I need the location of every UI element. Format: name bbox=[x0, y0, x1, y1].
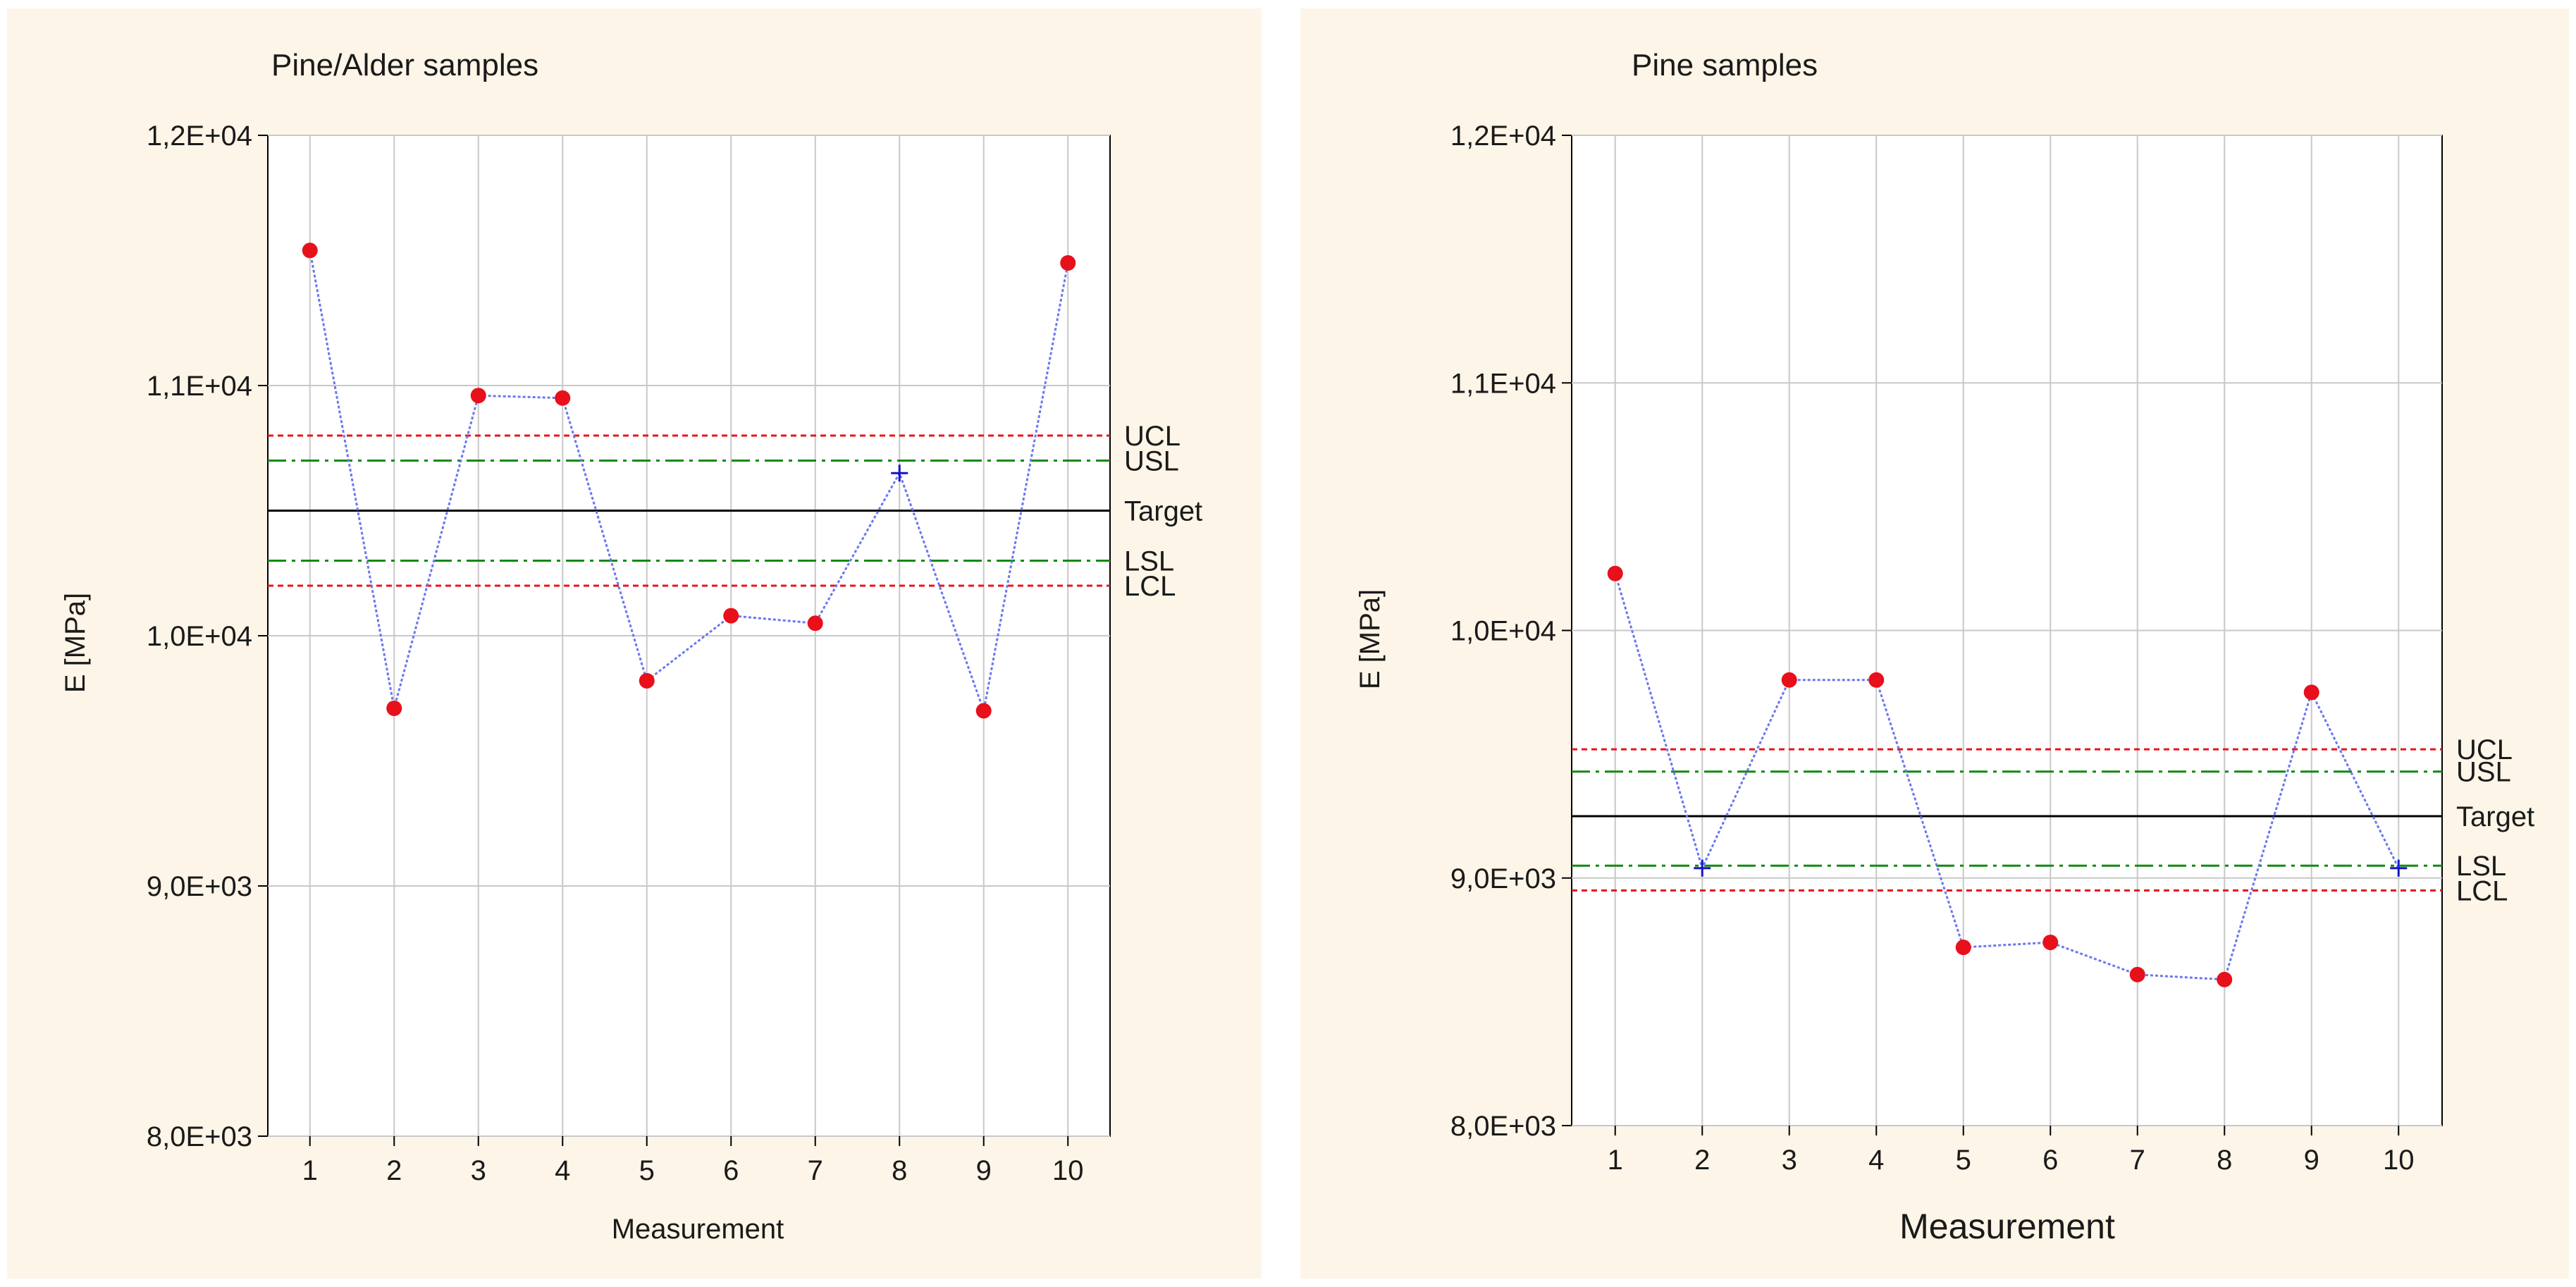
x-tick-label: 6 bbox=[723, 1155, 739, 1186]
x-tick-label: 8 bbox=[892, 1155, 907, 1186]
data-point bbox=[2129, 966, 2145, 983]
y-tick-label: 8,0E+03 bbox=[147, 1121, 252, 1152]
data-point-plus bbox=[891, 464, 908, 482]
x-tick-label: 10 bbox=[1052, 1155, 1084, 1186]
chart-panel-pine-alder: Pine/Alder samples Measurement E [MPa] U… bbox=[7, 8, 1262, 1279]
chart-title: Pine/Alder samples bbox=[271, 48, 538, 82]
x-axis-label: Measurement bbox=[612, 1214, 784, 1245]
data-point bbox=[2217, 971, 2233, 987]
x-tick-label: 5 bbox=[1956, 1145, 1971, 1176]
y-tick-label: 1,2E+04 bbox=[1450, 121, 1556, 152]
chart-panel-pine: Pine samples Measurement E [MPa] UCL USL T… bbox=[1300, 8, 2569, 1279]
data-point bbox=[1781, 672, 1797, 688]
data-point bbox=[1607, 565, 1623, 581]
reference-label-usl: USL bbox=[1124, 446, 1179, 477]
data-point bbox=[1955, 940, 1971, 956]
x-tick-label: 8 bbox=[2217, 1145, 2232, 1176]
chart-pine-alder: Pine/Alder samples Measurement E [MPa] U… bbox=[60, 48, 1202, 1245]
x-tick-label: 4 bbox=[1868, 1145, 1884, 1176]
data-point bbox=[2042, 935, 2059, 951]
x-tick-label: 2 bbox=[1694, 1145, 1710, 1176]
reference-label-lcl: LCL bbox=[1124, 571, 1176, 602]
reference-label-usl: USL bbox=[2456, 757, 2511, 788]
reference-label-lsl: LSL bbox=[2456, 851, 2506, 882]
data-point bbox=[1868, 672, 1885, 688]
x-tick-label: 1 bbox=[302, 1155, 318, 1186]
x-tick-label: 9 bbox=[2304, 1145, 2319, 1176]
data-point-plus bbox=[1694, 859, 1711, 877]
x-tick-label: 5 bbox=[639, 1155, 655, 1186]
y-tick-label: 9,0E+03 bbox=[1450, 863, 1556, 894]
x-tick-label: 10 bbox=[2383, 1145, 2415, 1176]
y-tick-label: 1,1E+04 bbox=[1450, 368, 1556, 399]
data-point bbox=[639, 672, 655, 689]
y-tick-label: 1,0E+04 bbox=[1450, 616, 1556, 647]
data-point-plus bbox=[2390, 859, 2408, 877]
data-point bbox=[386, 700, 402, 716]
x-tick-label: 3 bbox=[471, 1155, 486, 1186]
y-tick-label: 1,0E+04 bbox=[147, 621, 252, 652]
data-point bbox=[470, 388, 486, 404]
data-point bbox=[302, 242, 318, 259]
y-axis-label: E [MPa] bbox=[60, 593, 91, 693]
data-point bbox=[975, 703, 992, 719]
y-tick-label: 1,1E+04 bbox=[147, 371, 252, 402]
reference-label-ucl: UCL bbox=[2456, 734, 2513, 765]
x-axis-label: Measurement bbox=[1899, 1207, 2115, 1246]
data-point bbox=[2303, 684, 2319, 701]
x-tick-label: 3 bbox=[1782, 1145, 1797, 1176]
x-tick-label: 7 bbox=[2130, 1145, 2145, 1176]
y-axis-label: E [MPa] bbox=[1355, 589, 1386, 689]
x-tick-label: 1 bbox=[1608, 1145, 1623, 1176]
reference-label-lcl: LCL bbox=[2456, 875, 2508, 906]
series-line bbox=[309, 250, 1069, 715]
x-tick-label: 4 bbox=[555, 1155, 570, 1186]
y-tick-label: 9,0E+03 bbox=[147, 871, 252, 902]
reference-label-target: Target bbox=[1124, 496, 1202, 527]
x-tick-label: 6 bbox=[2042, 1145, 2058, 1176]
reference-label-lsl: LSL bbox=[1124, 546, 1174, 577]
data-point bbox=[555, 390, 571, 406]
chart-title: Pine samples bbox=[1632, 48, 1818, 82]
series-line bbox=[1614, 573, 2400, 981]
y-tick-label: 1,2E+04 bbox=[147, 121, 252, 152]
reference-label-ucl: UCL bbox=[1124, 421, 1181, 452]
data-point bbox=[1060, 255, 1076, 271]
x-tick-label: 9 bbox=[976, 1155, 992, 1186]
data-point bbox=[807, 615, 823, 632]
x-tick-label: 2 bbox=[386, 1155, 402, 1186]
reference-label-target: Target bbox=[2456, 801, 2534, 832]
x-tick-label: 7 bbox=[808, 1155, 823, 1186]
y-tick-label: 8,0E+03 bbox=[1450, 1111, 1556, 1142]
data-point bbox=[723, 608, 739, 624]
